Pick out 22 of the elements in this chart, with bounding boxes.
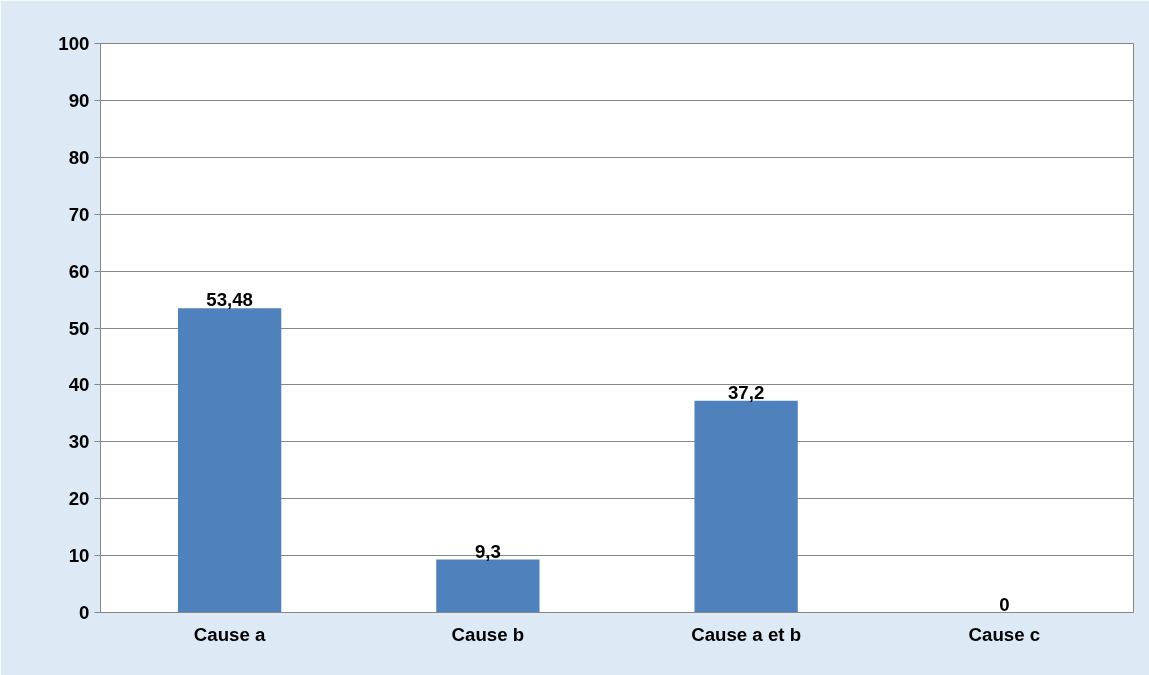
y-tick-label: 90 bbox=[68, 89, 90, 111]
y-tick-label: 70 bbox=[68, 203, 90, 225]
x-tick-label: Cause a et b bbox=[691, 623, 802, 645]
data-label: 0 bbox=[999, 593, 1010, 615]
y-tick-label: 10 bbox=[68, 545, 90, 567]
x-tick-label: Cause a bbox=[193, 623, 267, 645]
y-tick-label: 30 bbox=[68, 431, 90, 453]
bar bbox=[177, 308, 282, 613]
y-tick-label: 100 bbox=[58, 33, 90, 54]
bar bbox=[694, 400, 798, 613]
x-tick-label: Cause c bbox=[968, 623, 1041, 645]
bar bbox=[436, 559, 540, 613]
y-tick-label: 80 bbox=[68, 146, 90, 168]
y-tick-label: 40 bbox=[68, 374, 90, 396]
data-label: 53,48 bbox=[206, 289, 253, 311]
y-tick-label: 0 bbox=[79, 602, 90, 623]
data-label: 9,3 bbox=[474, 540, 501, 562]
data-label: 37,2 bbox=[727, 381, 765, 403]
x-tick-label: Cause b bbox=[451, 623, 525, 645]
y-tick-label: 60 bbox=[68, 260, 90, 282]
y-tick-label: 20 bbox=[68, 488, 90, 510]
y-tick-label: 50 bbox=[68, 317, 90, 339]
